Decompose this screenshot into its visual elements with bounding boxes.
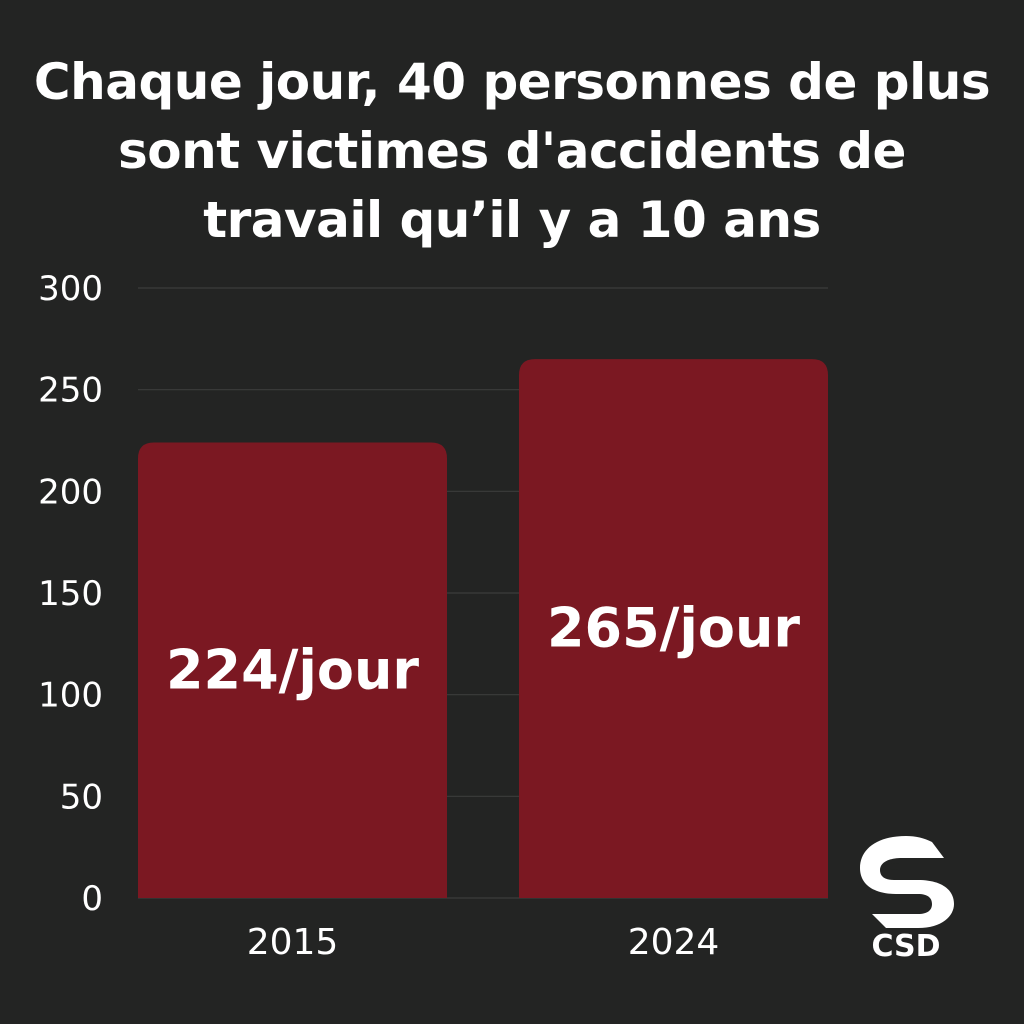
y-tick-label: 50 [60, 777, 103, 817]
bar-2015 [138, 442, 447, 898]
y-tick-label: 100 [38, 676, 103, 716]
csd-logo-symbol [860, 836, 954, 928]
x-axis-labels: 2015 2024 [247, 922, 720, 963]
data-label: 224/jour [166, 638, 419, 701]
csd-logo-text: CSD [871, 929, 940, 962]
chart-title: Chaque jour, 40 personnes de plus sont v… [33, 53, 991, 249]
y-tick-label: 250 [38, 371, 103, 411]
y-tick-label: 300 [38, 269, 103, 309]
x-tick-label: 2015 [247, 922, 339, 963]
y-tick-label: 200 [38, 472, 103, 512]
data-labels: 224/jour 265/jour [166, 597, 800, 702]
bars [138, 359, 828, 899]
y-tick-label: 0 [81, 879, 103, 919]
csd-logo: CSD [860, 836, 954, 962]
bar-2024 [519, 359, 828, 899]
data-label: 265/jour [547, 597, 800, 660]
x-tick-label: 2024 [628, 922, 720, 963]
y-tick-label: 150 [38, 574, 103, 614]
y-axis-ticks: 0 50 100 150 200 250 300 [38, 269, 103, 919]
